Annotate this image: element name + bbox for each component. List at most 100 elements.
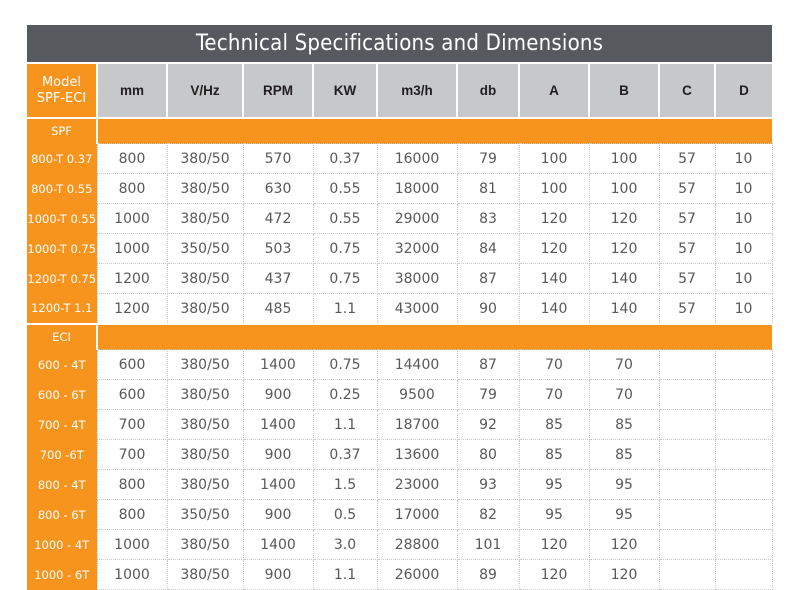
cell-c (659, 529, 716, 560)
cell-a: 70 (519, 349, 590, 380)
cell-rpm: 1400 (243, 529, 314, 560)
cell-c (659, 499, 716, 530)
cell-a: 140 (519, 293, 590, 325)
cell-c (659, 409, 716, 440)
cell-rpm: 1400 (243, 349, 314, 380)
cell-db: 84 (457, 233, 520, 264)
cell-a: 85 (519, 439, 590, 470)
cell-rpm: 630 (243, 173, 314, 204)
cell-b: 100 (589, 173, 660, 204)
cell-m3h: 23000 (377, 469, 458, 500)
cell-m3h: 9500 (377, 379, 458, 410)
cell-vhz: 380/50 (167, 379, 244, 410)
cell-m3h: 14400 (377, 349, 458, 380)
cell-rpm: 570 (243, 143, 314, 174)
cell-m3h: 13600 (377, 439, 458, 470)
cell-rpm: 485 (243, 293, 314, 325)
cell-kw: 1.1 (313, 293, 378, 325)
row-model-label: 700 - 4T (27, 409, 97, 440)
cell-c: 57 (659, 263, 716, 294)
cell-db: 93 (457, 469, 520, 500)
cell-db: 81 (457, 173, 520, 204)
cell-a: 120 (519, 203, 590, 234)
cell-b: 120 (589, 233, 660, 264)
cell-a: 100 (519, 173, 590, 204)
cell-vhz: 380/50 (167, 263, 244, 294)
row-model-label: 1000-T 0.55 (27, 203, 97, 234)
cell-b: 100 (589, 143, 660, 174)
cell-a: 95 (519, 499, 590, 530)
spec-sheet: Technical Specifications and Dimensions … (27, 25, 773, 590)
cell-a: 85 (519, 409, 590, 440)
cell-db: 79 (457, 379, 520, 410)
cell-b: 120 (589, 529, 660, 560)
table-row: 800 - 4T 800 380/50 1400 1.5 23000 93 95 95 (27, 469, 773, 500)
model-header-line2: SPF-ECI (36, 90, 87, 106)
group-separator-row: SPF (27, 117, 772, 144)
cell-kw: 0.75 (313, 349, 378, 380)
cell-m3h: 28800 (377, 529, 458, 560)
cell-rpm: 503 (243, 233, 314, 264)
cell-mm: 1000 (96, 559, 168, 590)
cell-db: 79 (457, 143, 520, 174)
cell-vhz: 380/50 (167, 559, 244, 590)
row-model-label: 800-T 0.37 (27, 143, 97, 174)
cell-kw: 0.55 (313, 173, 378, 204)
column-header-c: C (658, 64, 715, 118)
cell-b: 85 (589, 409, 660, 440)
cell-vhz: 380/50 (167, 469, 244, 500)
cell-mm: 700 (96, 439, 168, 470)
cell-vhz: 380/50 (167, 173, 244, 204)
cell-c: 57 (659, 143, 716, 174)
cell-kw: 0.75 (313, 233, 378, 264)
cell-mm: 800 (96, 143, 168, 174)
cell-d (715, 439, 773, 470)
cell-b: 140 (589, 263, 660, 294)
row-model-label: 700 -6T (27, 439, 97, 470)
cell-c (659, 559, 716, 590)
table-body: SPF 800-T 0.37 800 380/50 570 0.37 16000 79 100 1… (27, 117, 773, 590)
cell-mm: 1000 (96, 233, 168, 264)
cell-m3h: 32000 (377, 233, 458, 264)
cell-vhz: 380/50 (167, 529, 244, 560)
group-separator-row: ECI (27, 323, 772, 350)
cell-mm: 1000 (96, 203, 168, 234)
cell-db: 80 (457, 439, 520, 470)
group-label-eci: ECI (27, 323, 97, 350)
table-row: 1000 - 6T 1000 380/50 900 1.1 26000 89 120 120 (27, 559, 773, 590)
cell-m3h: 29000 (377, 203, 458, 234)
table-row: 800-T 0.55 800 380/50 630 0.55 18000 81 100 100 5… (27, 173, 773, 204)
column-header-b: B (588, 64, 659, 118)
column-header-m3h: m3/h (376, 64, 457, 118)
cell-m3h: 43000 (377, 293, 458, 325)
cell-kw: 0.5 (313, 499, 378, 530)
cell-m3h: 26000 (377, 559, 458, 590)
cell-m3h: 38000 (377, 263, 458, 294)
cell-c: 57 (659, 203, 716, 234)
row-model-label: 600 - 4T (27, 349, 97, 380)
cell-d (715, 409, 773, 440)
cell-vhz: 380/50 (167, 349, 244, 380)
cell-c: 57 (659, 233, 716, 264)
cell-rpm: 472 (243, 203, 314, 234)
cell-b: 120 (589, 203, 660, 234)
group-band (96, 117, 772, 144)
cell-a: 120 (519, 529, 590, 560)
row-model-label: 600 - 6T (27, 379, 97, 410)
cell-db: 89 (457, 559, 520, 590)
cell-d: 10 (715, 173, 773, 204)
cell-a: 140 (519, 263, 590, 294)
cell-c (659, 469, 716, 500)
cell-vhz: 380/50 (167, 203, 244, 234)
table-row: 600 - 4T 600 380/50 1400 0.75 14400 87 70 70 (27, 349, 773, 380)
page-title: Technical Specifications and Dimensions (195, 31, 604, 56)
table-row: 1200-T 0.75 1200 380/50 437 0.75 38000 87 140 14… (27, 263, 773, 294)
cell-c (659, 349, 716, 380)
model-header-cell: Model SPF-ECI (27, 64, 97, 118)
cell-mm: 1200 (96, 263, 168, 294)
cell-rpm: 437 (243, 263, 314, 294)
cell-d: 10 (715, 143, 773, 174)
cell-d: 10 (715, 203, 773, 234)
row-model-label: 1000 - 4T (27, 529, 97, 560)
group-band (96, 323, 772, 350)
